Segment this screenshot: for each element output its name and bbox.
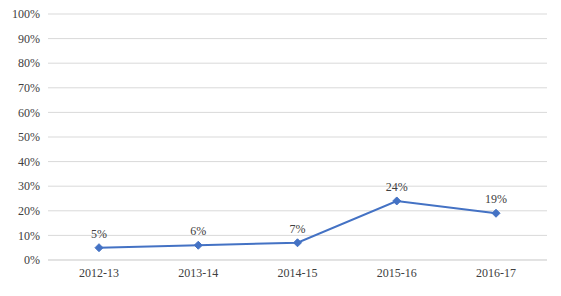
svg-text:50%: 50%	[18, 130, 40, 144]
svg-text:2014-15: 2014-15	[278, 266, 318, 280]
svg-text:40%: 40%	[18, 155, 40, 169]
svg-text:60%: 60%	[18, 106, 40, 120]
svg-text:24%: 24%	[386, 180, 408, 194]
svg-text:30%: 30%	[18, 179, 40, 193]
svg-text:0%: 0%	[24, 253, 40, 267]
svg-text:70%: 70%	[18, 81, 40, 95]
svg-text:80%: 80%	[18, 56, 40, 70]
svg-text:2015-16: 2015-16	[377, 266, 417, 280]
svg-text:6%: 6%	[190, 224, 206, 238]
svg-text:2012-13: 2012-13	[79, 266, 119, 280]
svg-text:5%: 5%	[91, 227, 107, 241]
svg-text:19%: 19%	[485, 192, 507, 206]
svg-text:7%: 7%	[290, 222, 306, 236]
svg-text:20%: 20%	[18, 204, 40, 218]
svg-text:2016-17: 2016-17	[476, 266, 516, 280]
svg-text:10%: 10%	[18, 229, 40, 243]
svg-text:100%: 100%	[12, 8, 40, 21]
svg-text:90%: 90%	[18, 32, 40, 46]
svg-text:2013-14: 2013-14	[178, 266, 218, 280]
